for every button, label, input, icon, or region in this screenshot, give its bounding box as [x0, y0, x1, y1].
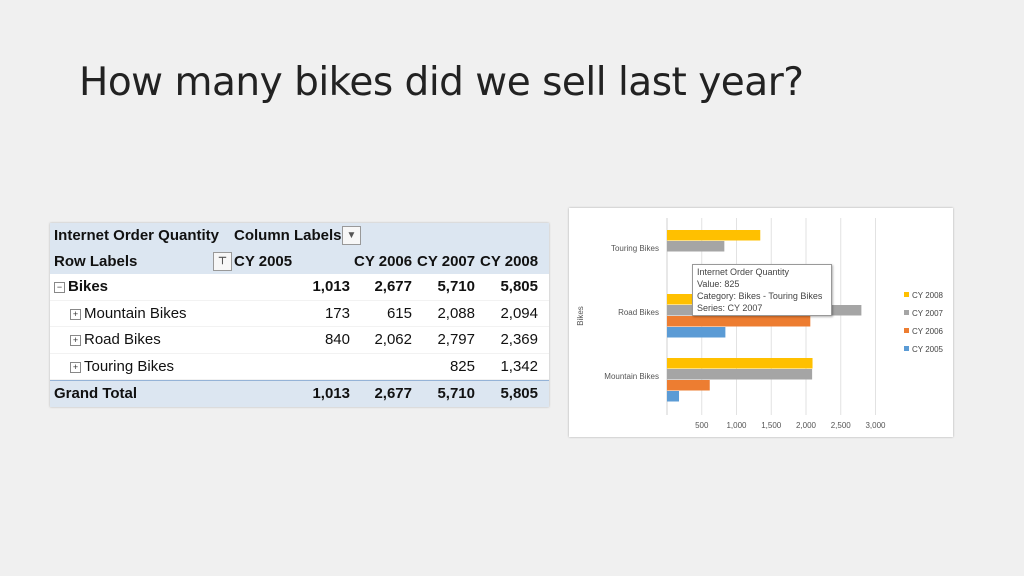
pivot-cell[interactable]: 5,710 [437, 385, 475, 402]
legend-item[interactable]: CY 2008 [904, 289, 943, 307]
category-label: Road Bikes [618, 308, 659, 317]
pivot-value-field[interactable]: Internet Order Quantity [54, 227, 220, 244]
mountain-bikes-label[interactable]: + Mountain Bikes [70, 305, 187, 322]
bar [667, 369, 813, 380]
pivot-cell[interactable]: 2,677 [374, 385, 412, 402]
bar [667, 380, 710, 391]
pivot-cell[interactable]: 2,062 [374, 331, 412, 348]
column-header-cy2005[interactable]: CY 2005 [234, 252, 293, 270]
bar [667, 358, 813, 369]
pivot-cell[interactable]: 2,094 [500, 304, 538, 322]
legend-item[interactable]: CY 2007 [904, 307, 943, 325]
row-labels-field[interactable]: Row Labels [54, 252, 138, 270]
x-tick-label: 1,500 [761, 421, 782, 430]
pivot-cell[interactable]: 1,013 [312, 278, 350, 295]
bar [667, 316, 811, 327]
pivot-row-bikes[interactable]: − Bikes 1,013 2,677 5,710 5,805 [50, 274, 549, 301]
x-tick-label: 1,000 [726, 421, 747, 430]
tooltip-series: Series: CY 2007 [697, 303, 763, 313]
pivot-cell[interactable]: 1,013 [312, 385, 350, 402]
grand-total-label[interactable]: Grand Total [54, 385, 138, 402]
legend-label: CY 2008 [912, 291, 943, 300]
legend-label: CY 2005 [912, 345, 943, 354]
legend-label: CY 2006 [912, 327, 943, 336]
column-header-cy2006[interactable]: CY 2006 [354, 252, 413, 270]
column-header-cy2007[interactable]: CY 2007 [417, 252, 476, 270]
x-tick-label: 2,500 [831, 421, 852, 430]
pivot-header-row: Internet Order Quantity Column Labels ▼ [50, 223, 549, 249]
column-labels-filter-dropdown[interactable]: ▼ [342, 226, 361, 245]
pivot-cell[interactable]: 5,805 [500, 385, 538, 402]
bikes-label[interactable]: − Bikes [54, 278, 108, 295]
pivot-cell[interactable]: 840 [324, 331, 350, 348]
x-tick-label: 2,000 [796, 421, 817, 430]
column-labels-field[interactable]: Column Labels [234, 227, 342, 244]
y-axis-title: Bikes [576, 306, 585, 326]
chart-tooltip: Internet Order Quantity Value: 825 Categ… [692, 264, 832, 316]
touring-bikes-label[interactable]: + Touring Bikes [70, 358, 174, 375]
pivot-chart[interactable]: Touring Bikes Road Bikes Mountain Bikes 500… [569, 208, 953, 437]
collapse-icon[interactable]: − [54, 282, 65, 293]
road-bikes-label[interactable]: + Road Bikes [70, 331, 161, 348]
bar [667, 327, 726, 338]
category-label: Touring Bikes [611, 244, 659, 253]
pivot-cell[interactable]: 2,677 [374, 278, 412, 295]
pivot-row-touring-bikes[interactable]: + Touring Bikes 825 1,342 [50, 354, 549, 380]
bar [667, 241, 725, 252]
legend-swatch [904, 292, 909, 297]
pivot-cell[interactable]: 2,369 [500, 331, 538, 348]
x-tick-label: 500 [695, 421, 709, 430]
pivot-cell[interactable]: 173 [324, 304, 350, 322]
pivot-cell[interactable]: 1,342 [500, 357, 538, 375]
filter-icon: ⊤ [218, 255, 227, 267]
expand-icon[interactable]: + [70, 308, 81, 320]
chevron-down-icon: ▼ [346, 230, 357, 241]
x-tick-label: 3,000 [865, 421, 886, 430]
legend-swatch [904, 346, 909, 351]
pivot-cell[interactable]: 2,088 [437, 304, 475, 322]
legend-swatch [904, 310, 909, 315]
bar [667, 230, 761, 241]
category-label: Mountain Bikes [604, 372, 659, 381]
pivot-cell[interactable]: 2,797 [437, 331, 475, 348]
pivot-row-road-bikes[interactable]: + Road Bikes 840 2,062 2,797 2,369 [50, 327, 549, 354]
tooltip-value: Value: 825 [697, 279, 740, 289]
bar-chart-svg[interactable]: Touring Bikes Road Bikes Mountain Bikes 500… [569, 208, 953, 437]
bar [667, 391, 680, 402]
legend-swatch [904, 328, 909, 333]
pivot-cell[interactable]: 5,805 [500, 278, 538, 295]
chart-legend[interactable]: CY 2008 CY 2007 CY 2006 CY 2005 [904, 289, 943, 361]
tooltip-category: Category: Bikes - Touring Bikes [697, 291, 823, 301]
tooltip-title: Internet Order Quantity [697, 267, 790, 277]
pivot-columns-row: Row Labels ⊤ CY 2005 CY 2006 CY 2007 CY … [50, 248, 549, 274]
legend-item[interactable]: CY 2006 [904, 325, 943, 343]
expand-icon[interactable]: + [70, 335, 81, 346]
pivot-table[interactable]: Internet Order Quantity Column Labels ▼ … [50, 223, 549, 407]
expand-icon[interactable]: + [70, 361, 81, 373]
legend-item[interactable]: CY 2005 [904, 343, 943, 361]
pivot-cell[interactable]: 615 [386, 304, 412, 322]
pivot-row-mountain-bikes[interactable]: + Mountain Bikes 173 615 2,088 2,094 [50, 301, 549, 327]
slide-title: How many bikes did we sell last year? [79, 60, 804, 105]
row-labels-filter-button[interactable]: ⊤ [213, 251, 232, 271]
pivot-row-grand-total[interactable]: Grand Total 1,013 2,677 5,710 5,805 [50, 380, 549, 407]
legend-label: CY 2007 [912, 309, 943, 318]
column-header-cy2008[interactable]: CY 2008 [480, 252, 539, 270]
pivot-cell[interactable]: 5,710 [437, 278, 475, 295]
pivot-cell[interactable]: 825 [449, 357, 475, 375]
